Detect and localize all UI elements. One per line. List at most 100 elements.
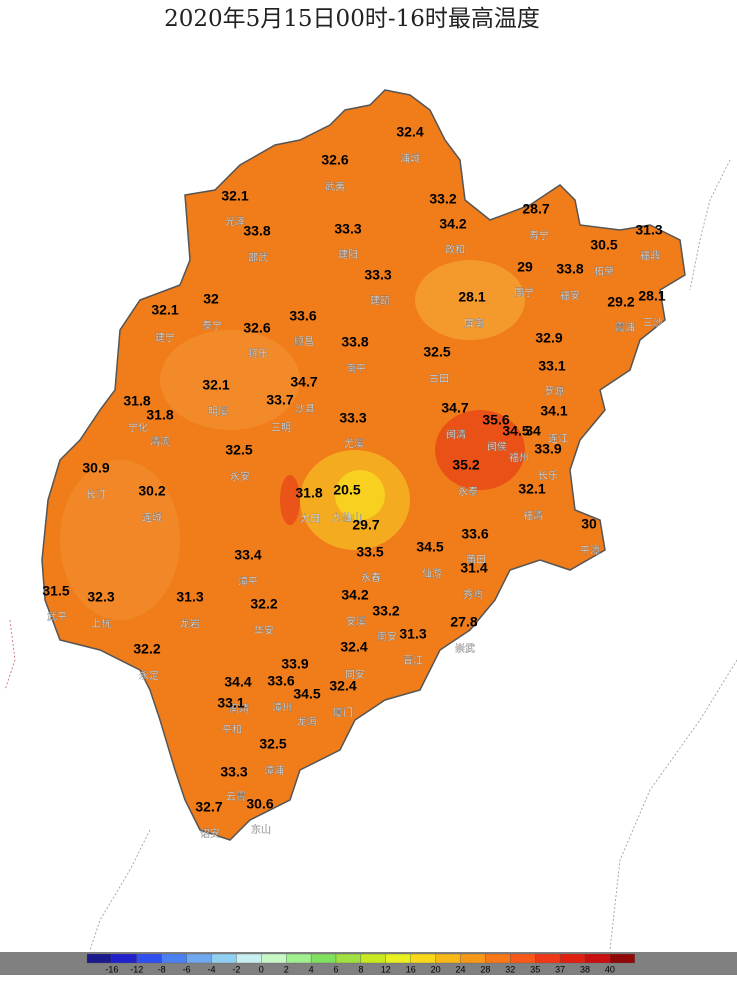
place-name: 明溪 — [208, 406, 228, 418]
place-name: 漳浦 — [264, 764, 284, 777]
place-name: 秀屿 — [463, 589, 483, 601]
station-value: 35.2 — [452, 457, 479, 473]
legend-tick-label: -8 — [158, 964, 166, 974]
station-value: 33.7 — [266, 392, 293, 408]
legend-swatch — [86, 953, 113, 964]
station-value: 31.4 — [460, 560, 487, 576]
legend-tick-label: -2 — [232, 964, 240, 974]
legend-tick-label: 38 — [580, 964, 590, 974]
station-value: 31.3 — [635, 222, 662, 238]
place-name: 永安 — [230, 470, 250, 483]
place-name: 连城 — [142, 511, 162, 524]
place-name: 崇武 — [455, 642, 475, 655]
cool-area — [335, 470, 385, 520]
place-name: 沙县 — [295, 403, 315, 415]
place-name: 罗源 — [544, 385, 564, 398]
legend-tick-label: -16 — [105, 964, 118, 974]
place-name: 云霄 — [226, 791, 246, 803]
station-value: 34 — [525, 423, 541, 439]
station-value: 32.4 — [396, 124, 423, 140]
legend-tick-label: -4 — [207, 964, 215, 974]
place-name: 政和 — [445, 243, 465, 256]
legend-tick-label: 20 — [431, 964, 441, 974]
legend-swatch — [510, 953, 536, 964]
place-name: 安溪 — [346, 615, 366, 628]
station-value: 33.8 — [556, 261, 583, 277]
place-name: 平潭 — [580, 545, 600, 557]
place-name: 武夷 — [325, 180, 345, 193]
station-value: 32.1 — [151, 302, 178, 318]
place-name: 建阳 — [338, 248, 358, 261]
legend-tick-label: 6 — [333, 964, 338, 974]
place-name: 大田 — [300, 512, 320, 525]
station-value: 32.2 — [250, 596, 277, 612]
place-name: 龙岩 — [180, 617, 200, 630]
station-value: 32.6 — [321, 152, 348, 168]
station-value: 34.5 — [293, 686, 320, 702]
station-value: 28.7 — [522, 201, 549, 217]
place-name: 清流 — [150, 435, 170, 448]
place-name: 福州 — [509, 451, 529, 464]
station-value: 33.9 — [281, 656, 308, 672]
legend-tick-label: -12 — [130, 964, 143, 974]
station-value: 30.6 — [246, 796, 273, 812]
place-name: 厦门 — [333, 706, 353, 719]
station-value: 33.6 — [267, 673, 294, 689]
station-value: 30 — [581, 516, 597, 532]
station-value: 32.5 — [259, 736, 286, 752]
station-value: 29 — [517, 259, 533, 275]
station-value: 31.3 — [399, 626, 426, 642]
legend-tick-label: 37 — [555, 964, 565, 974]
station-value: 33.5 — [356, 544, 383, 560]
warm-area — [60, 460, 180, 620]
legend-tick-label: 4 — [309, 964, 314, 974]
place-name: 闽清 — [446, 428, 466, 441]
place-name: 永定 — [139, 669, 159, 682]
place-name: 平和 — [222, 724, 242, 736]
station-value: 34.1 — [540, 403, 567, 419]
legend-swatch — [460, 953, 486, 964]
place-name: 建瓯 — [370, 294, 390, 307]
station-value: 35.6 — [482, 412, 509, 428]
place-name: 浦城 — [400, 152, 420, 165]
station-value: 33.3 — [339, 410, 366, 426]
station-value: 33.6 — [289, 308, 316, 324]
place-name: 永春 — [361, 571, 381, 584]
station-value: 20.5 — [333, 482, 360, 498]
station-value: 34.5 — [502, 423, 529, 439]
station-value: 34.4 — [224, 674, 251, 690]
legend-swatch — [161, 953, 187, 964]
station-value: 33.3 — [334, 221, 361, 237]
legend-swatch — [236, 953, 262, 964]
place-name: 周宁 — [514, 286, 534, 299]
legend-swatch — [360, 953, 386, 964]
legend-swatch — [485, 953, 511, 964]
legend-tick-label: 0 — [259, 964, 264, 974]
station-value: 29.7 — [352, 517, 379, 533]
station-value: 30.9 — [82, 460, 109, 476]
legend-swatch — [609, 953, 635, 964]
legend-swatch — [261, 953, 287, 964]
warm-area — [415, 260, 525, 340]
station-value: 33.2 — [372, 603, 399, 619]
station-value: 34.2 — [439, 216, 466, 232]
station-value: 33.1 — [217, 695, 244, 711]
legend-tick-label: 2 — [284, 964, 289, 974]
station-value: 28.1 — [638, 288, 665, 304]
station-value: 32.1 — [518, 481, 545, 497]
station-value: 34.5 — [416, 539, 443, 555]
place-name: 诏安 — [200, 827, 220, 840]
place-name: 九仙山 — [332, 511, 362, 524]
legend-swatch — [410, 953, 436, 964]
place-name: 霞浦 — [615, 321, 635, 334]
station-value: 32.4 — [329, 678, 356, 694]
place-name: 泰宁 — [202, 319, 222, 332]
legend-tick-label: 32 — [505, 964, 515, 974]
place-name: 尤溪 — [344, 437, 364, 450]
place-name: 同安 — [345, 668, 365, 681]
legend-tick-label: 35 — [530, 964, 540, 974]
station-value: 33.4 — [234, 547, 261, 563]
place-name: 古田 — [429, 372, 449, 385]
place-name: 仙游 — [422, 567, 442, 580]
place-name: 南平 — [346, 362, 366, 375]
